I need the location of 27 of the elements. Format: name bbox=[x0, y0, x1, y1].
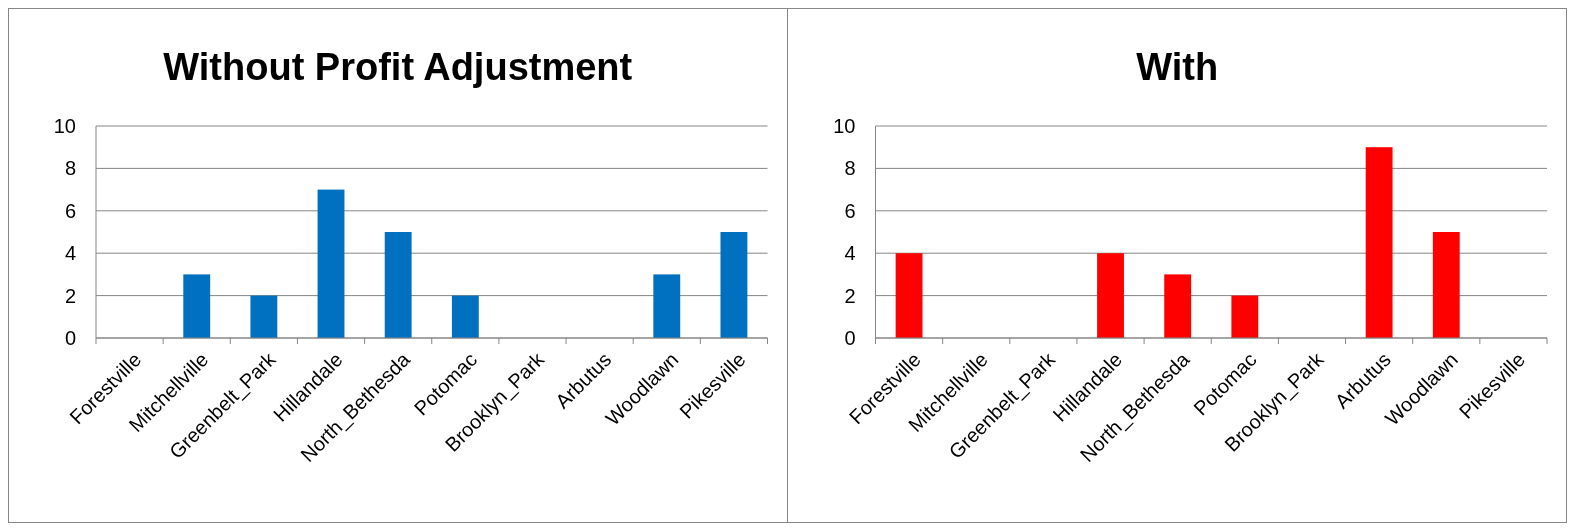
bar bbox=[384, 232, 412, 338]
y-tick-label: 6 bbox=[64, 199, 76, 222]
y-tick-label: 2 bbox=[844, 284, 856, 307]
y-tick-label: 0 bbox=[844, 327, 856, 349]
y-tick-label: 8 bbox=[64, 157, 76, 180]
bar bbox=[720, 232, 748, 338]
bar bbox=[317, 189, 345, 338]
bar bbox=[451, 295, 479, 338]
y-tick-label: 2 bbox=[64, 284, 76, 307]
bar bbox=[1164, 274, 1192, 338]
bar bbox=[895, 253, 923, 338]
y-tick-label: 0 bbox=[64, 327, 76, 349]
bar bbox=[1231, 295, 1259, 338]
bar bbox=[653, 274, 681, 338]
bar bbox=[1097, 253, 1124, 338]
y-tick-label: 4 bbox=[64, 242, 76, 265]
y-tick-label: 10 bbox=[833, 115, 856, 137]
bar bbox=[250, 295, 278, 338]
bar bbox=[183, 274, 211, 338]
bar bbox=[1365, 147, 1393, 338]
chart-title: Without Profit Adjustment bbox=[163, 46, 633, 88]
y-tick-label: 8 bbox=[844, 157, 856, 180]
y-tick-label: 6 bbox=[844, 199, 856, 222]
y-tick-label: 4 bbox=[844, 242, 856, 265]
bar bbox=[1432, 232, 1460, 338]
chart-title: With bbox=[1136, 46, 1219, 88]
y-tick-label: 10 bbox=[53, 115, 76, 137]
